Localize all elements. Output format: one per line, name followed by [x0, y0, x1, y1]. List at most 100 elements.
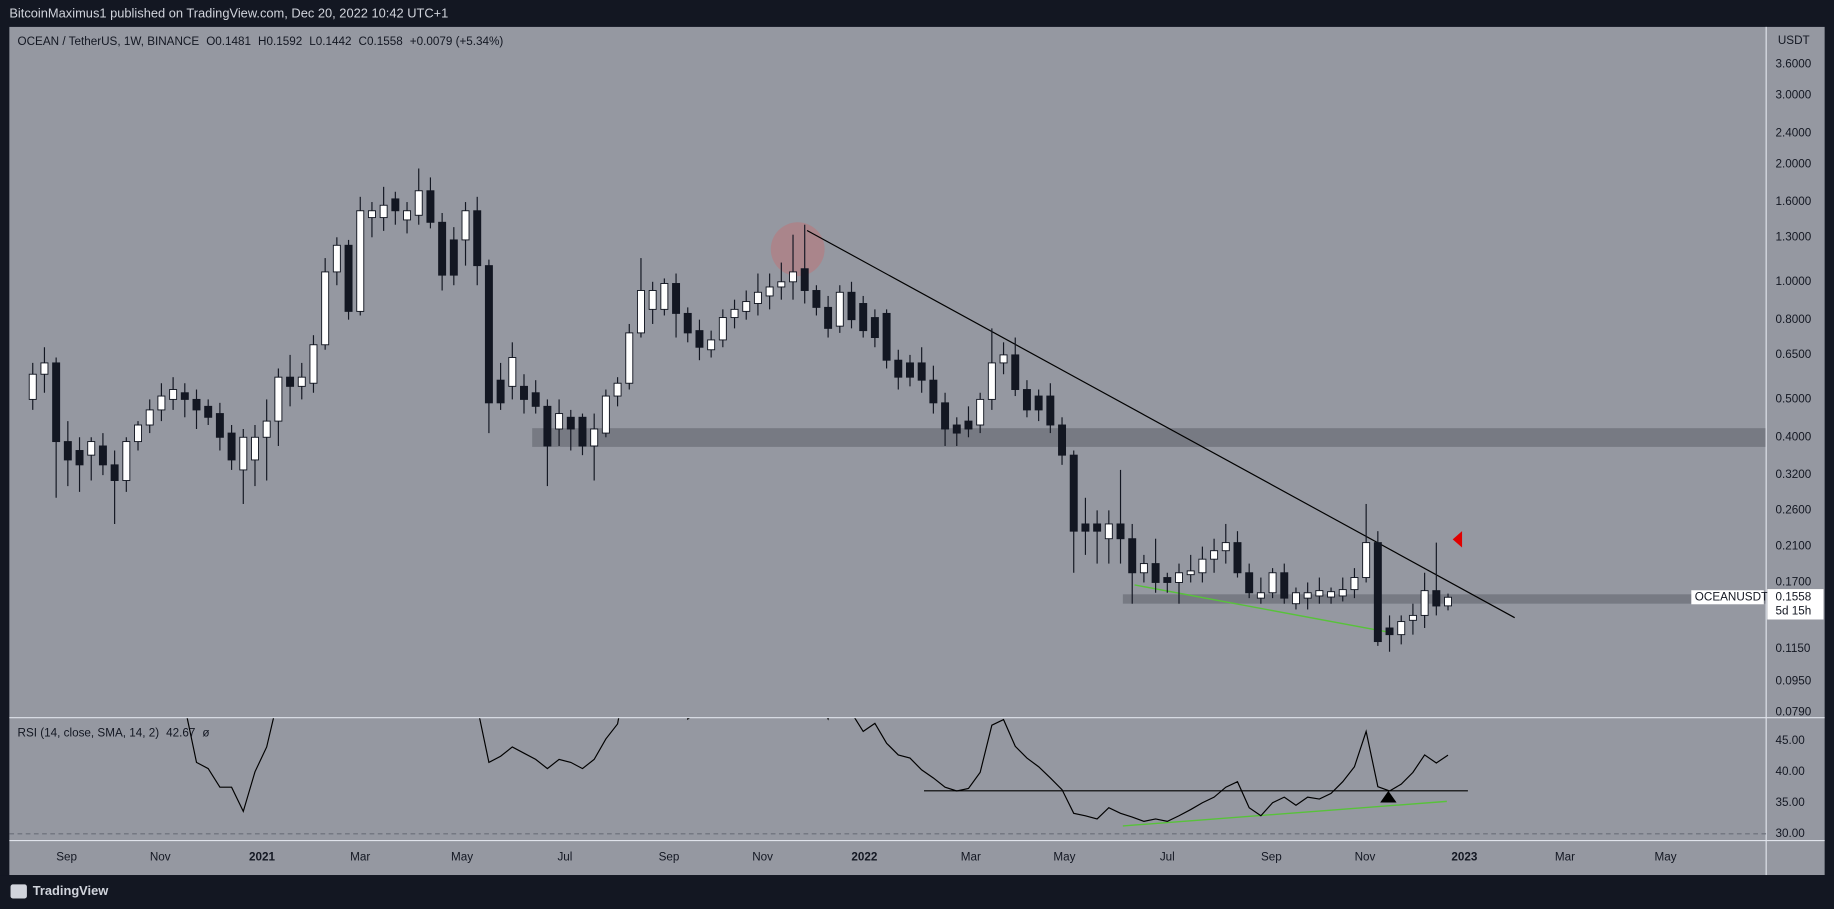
candle-body	[28, 373, 37, 400]
y-tick-label: 0.4000	[1776, 430, 1812, 443]
x-tick-label: Sep	[659, 851, 680, 864]
candle-body	[1058, 424, 1067, 456]
resistance-zone	[532, 428, 1767, 447]
candle-body	[906, 362, 914, 378]
candle-body	[134, 424, 142, 443]
candle-body	[169, 389, 178, 400]
x-tick-label: 2021	[249, 851, 275, 864]
candle-body	[847, 291, 856, 321]
y-tick-label: 0.2100	[1776, 540, 1812, 553]
candle-body	[1093, 523, 1102, 532]
candle-body	[1198, 558, 1207, 574]
rsi-line	[186, 718, 1449, 822]
candle-body	[204, 405, 213, 418]
x-tick-label: Mar	[350, 851, 370, 864]
rsi-pane	[9, 718, 1767, 835]
candle-body	[1186, 570, 1195, 576]
x-tick-label: Sep	[56, 851, 77, 864]
candle-body	[742, 301, 751, 312]
y-tick-label: 3.6000	[1776, 58, 1812, 71]
candles	[28, 168, 1452, 652]
candle-body	[765, 286, 774, 297]
change: +0.0079 (+5.34%)	[410, 35, 504, 48]
candle-body	[391, 198, 400, 212]
candle-body	[636, 290, 645, 334]
candle-body	[683, 312, 692, 334]
x-tick-label: May	[1655, 851, 1677, 864]
x-tick-label: Jul	[1160, 851, 1175, 864]
y-tick-label: 0.1150	[1776, 642, 1811, 655]
candle-body	[520, 385, 528, 400]
rsi-tick-label: 40.00	[1776, 765, 1806, 778]
x-tick-label: Nov	[150, 851, 171, 864]
x-tick-label: May	[1053, 851, 1075, 864]
x-tick-label: Nov	[1355, 851, 1376, 864]
candle-body	[777, 281, 786, 288]
candle-body	[1233, 542, 1242, 574]
rsi-marker	[1380, 790, 1397, 803]
candle-body	[52, 362, 61, 443]
candle-body	[1210, 550, 1219, 560]
candle-body	[1128, 538, 1137, 574]
candle-body	[882, 312, 891, 361]
chart-panel	[9, 26, 1825, 876]
y-tick-label: 0.0950	[1776, 674, 1812, 687]
candle-body	[941, 402, 950, 430]
candle-body	[1175, 572, 1183, 583]
candle-body	[1221, 542, 1230, 552]
candle-body	[215, 413, 224, 438]
ohlc-value: 0.1442	[316, 35, 352, 48]
candle-body	[192, 398, 201, 411]
candle-body	[1280, 572, 1289, 599]
arrow-marker	[1452, 531, 1463, 548]
candle-body	[1362, 542, 1371, 579]
y-tick-label: 3.0000	[1776, 88, 1812, 101]
candle-body	[239, 436, 248, 471]
candle-body	[1338, 589, 1347, 597]
candle-body	[426, 190, 435, 223]
candle-body	[917, 362, 926, 381]
candle-body	[63, 441, 72, 461]
candle-body	[98, 445, 107, 466]
ohlc-label: L	[309, 35, 316, 48]
rsi-header: RSI (14, close, SMA, 14, 2) 42.67 ø	[18, 727, 210, 740]
candle-body	[1069, 454, 1078, 532]
candle-body	[999, 354, 1008, 364]
logo	[10, 884, 27, 899]
rsi-value: 42.67	[166, 727, 195, 740]
symbol-tag	[1691, 590, 1764, 605]
candle-body	[40, 362, 49, 375]
x-tick-label: Jul	[557, 851, 572, 864]
candle-body	[1034, 395, 1043, 411]
support-trend	[1134, 584, 1387, 633]
x-tick-label: Mar	[961, 851, 981, 864]
candle-body	[180, 392, 189, 400]
symbol-title: OCEAN / TetherUS, 1W, BINANCE	[18, 35, 200, 48]
y-tick-label: 0.8000	[1776, 313, 1812, 326]
candle-body	[894, 359, 903, 378]
x-tick-label: Sep	[1261, 851, 1282, 864]
candle-body	[1151, 563, 1160, 583]
candle-body	[1373, 542, 1382, 643]
ohlc-label: C	[359, 35, 367, 48]
candle-body	[1139, 563, 1148, 574]
x-tick-label: 2022	[851, 851, 877, 864]
last-price: 0.1558	[1776, 590, 1812, 603]
candle-body	[403, 210, 412, 221]
y-tick-label: 1.6000	[1776, 195, 1812, 208]
trend-line	[806, 229, 1515, 619]
highlight-circle	[770, 222, 825, 277]
y-tick-label: 2.0000	[1776, 157, 1812, 170]
candle-body	[356, 210, 365, 312]
rsi-title: RSI (14, close, SMA, 14, 2)	[18, 727, 160, 740]
candle-body	[707, 339, 716, 351]
candle-body	[344, 244, 353, 312]
candle-body	[543, 405, 552, 447]
candle-body	[695, 330, 704, 348]
candle-body	[1327, 591, 1336, 598]
candle-body	[929, 379, 938, 404]
candle-body	[332, 244, 341, 273]
candle-body	[1385, 627, 1394, 636]
candle-body	[449, 239, 458, 276]
candle-body	[601, 395, 610, 434]
